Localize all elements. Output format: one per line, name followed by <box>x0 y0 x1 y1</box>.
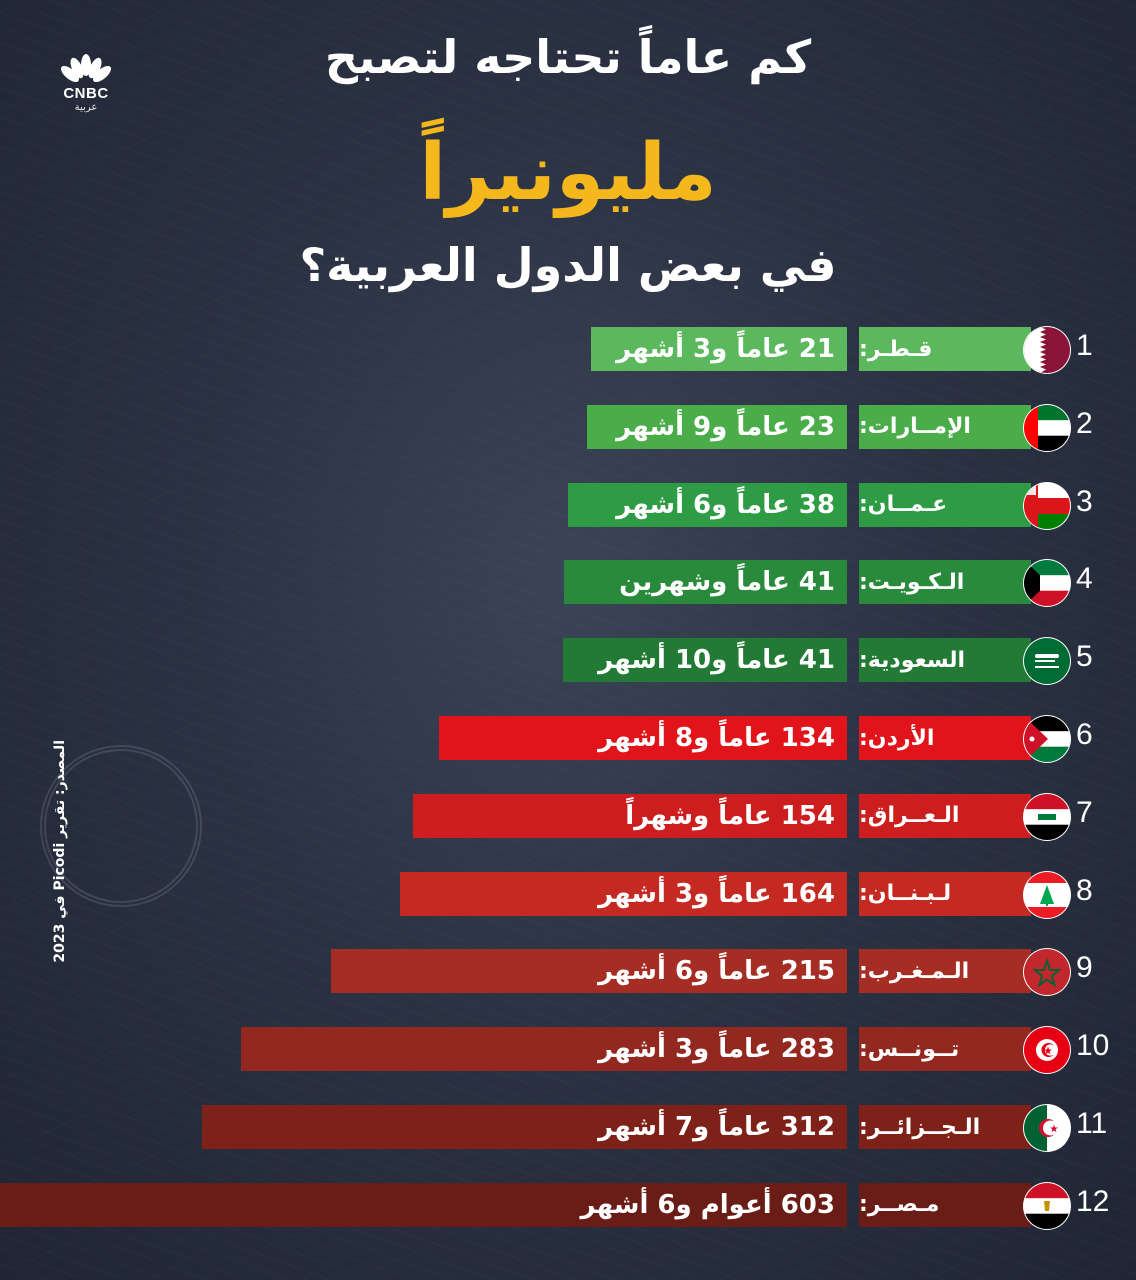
data-label: 312 عاماً و7 أشهر <box>598 1112 835 1142</box>
peacock-icon <box>60 54 112 83</box>
chart-row: 215 عاماً و6 أشهر الـمـغـرب: 9 <box>0 948 1136 997</box>
background-seal <box>40 745 202 907</box>
egypt-flag-icon <box>1023 1181 1071 1230</box>
data-label: 41 عاماً وشهرين <box>619 567 835 598</box>
rank-number: 7 <box>1076 795 1093 829</box>
rank-number: 9 <box>1076 951 1093 985</box>
bar: 312 عاماً و7 أشهر <box>201 1105 847 1149</box>
bar: 134 عاماً و8 أشهر <box>439 716 847 760</box>
rank-number: 12 <box>1076 1184 1110 1218</box>
title-line-1: كم عاماً تحتاجه لتصبح <box>324 30 812 84</box>
data-label: 164 عاماً و3 أشهر <box>598 878 835 909</box>
country-label: مـصــر: <box>859 1182 1031 1227</box>
data-label: 41 عاماً و10 أشهر <box>598 645 835 676</box>
rank-number: 3 <box>1076 484 1093 518</box>
iraq-flag-icon <box>1023 792 1071 841</box>
rank-number: 5 <box>1076 640 1093 674</box>
chart-row: 154 عاماً وشهراً الـعــراق: 7 <box>0 792 1136 841</box>
bar: 154 عاماً وشهراً <box>413 793 847 838</box>
chart-row: 283 عاماً و3 أشهر تــونــس: 10 <box>0 1026 1136 1075</box>
chart-row: 41 عاماً و10 أشهر السعودية: 5 <box>0 637 1136 686</box>
bar: 603 أعوام و6 أشهر <box>0 1182 847 1227</box>
bar: 215 عاماً و6 أشهر <box>331 949 847 994</box>
jordan-flag-icon <box>1023 715 1071 763</box>
chart-row: 41 عاماً وشهرين الـكـويـت: 4 <box>0 559 1136 608</box>
logo-sub: عربية <box>74 102 98 113</box>
rank-number: 6 <box>1076 718 1093 751</box>
title-line-2: مليونيراً <box>419 128 717 218</box>
kuwait-flag-icon <box>1023 559 1071 608</box>
data-label: 38 عاماً و6 أشهر <box>616 489 835 520</box>
bar: 41 عاماً وشهرين <box>564 560 847 605</box>
rank-number: 2 <box>1076 406 1093 440</box>
saudi-flag-icon <box>1023 637 1071 686</box>
rank-number: 1 <box>1076 329 1093 362</box>
rank-number: 4 <box>1076 562 1093 596</box>
country-label: الأردن: <box>859 716 1031 760</box>
uae-flag-icon <box>1023 403 1071 452</box>
logo-name: CNBC <box>63 85 109 102</box>
bar: 41 عاماً و10 أشهر <box>563 638 847 683</box>
bar: 38 عاماً و6 أشهر <box>567 482 847 527</box>
data-label: 154 عاماً وشهراً <box>625 800 835 831</box>
data-label: 283 عاماً و3 أشهر <box>598 1034 835 1065</box>
algeria-flag-icon <box>1023 1104 1071 1152</box>
chart-row: 38 عاماً و6 أشهر عـمــان: 3 <box>0 481 1136 530</box>
data-label: 23 عاماً و9 أشهر <box>616 411 835 442</box>
lebanon-flag-icon <box>1023 870 1071 919</box>
country-label: عـمــان: <box>859 482 1031 527</box>
chart-row: 312 عاماً و7 أشهر الـجــزائــر: 11 <box>0 1104 1136 1152</box>
bar: 23 عاماً و9 أشهر <box>587 404 847 449</box>
chart-row: 603 أعوام و6 أشهر مـصــر: 12 <box>0 1181 1136 1230</box>
country-label: قـطـر: <box>859 327 1031 371</box>
oman-flag-icon <box>1023 481 1071 530</box>
country-label: تــونــس: <box>859 1027 1031 1072</box>
country-label: الـمـغـرب: <box>859 949 1031 994</box>
bar: 283 عاماً و3 أشهر <box>240 1027 847 1072</box>
data-label: 215 عاماً و6 أشهر <box>598 956 835 987</box>
qatar-flag-icon <box>1023 326 1071 374</box>
chart-row: 164 عاماً و3 أشهر لـبـنــان: 8 <box>0 870 1136 919</box>
chart-row: 21 عاماً و3 أشهر قـطـر: 1 <box>0 326 1136 374</box>
data-label: 134 عاماً و8 أشهر <box>598 723 835 753</box>
bar: 164 عاماً و3 أشهر <box>399 871 847 916</box>
country-label: لـبـنــان: <box>859 871 1031 916</box>
bar: 21 عاماً و3 أشهر <box>590 327 847 371</box>
title-line-3: في بعض الدول العربية؟ <box>299 238 837 292</box>
rank-number: 8 <box>1076 873 1093 907</box>
tunisia-flag-icon <box>1023 1026 1071 1075</box>
morocco-flag-icon <box>1023 948 1071 997</box>
rank-number: 11 <box>1076 1107 1108 1140</box>
country-label: الإمــارات: <box>859 404 1031 449</box>
data-label: 603 أعوام و6 أشهر <box>580 1189 835 1220</box>
data-label: 21 عاماً و3 أشهر <box>616 334 835 364</box>
country-label: الـجــزائــر: <box>859 1105 1031 1149</box>
country-label: الـعــراق: <box>859 793 1031 838</box>
rank-number: 10 <box>1076 1029 1110 1063</box>
cnbc-logo: CNBC عربية <box>54 52 118 114</box>
chart-row: 134 عاماً و8 أشهر الأردن: 6 <box>0 715 1136 763</box>
chart-row: 23 عاماً و9 أشهر الإمــارات: 2 <box>0 403 1136 452</box>
country-label: السعودية: <box>859 638 1031 683</box>
country-label: الـكـويـت: <box>859 560 1031 605</box>
